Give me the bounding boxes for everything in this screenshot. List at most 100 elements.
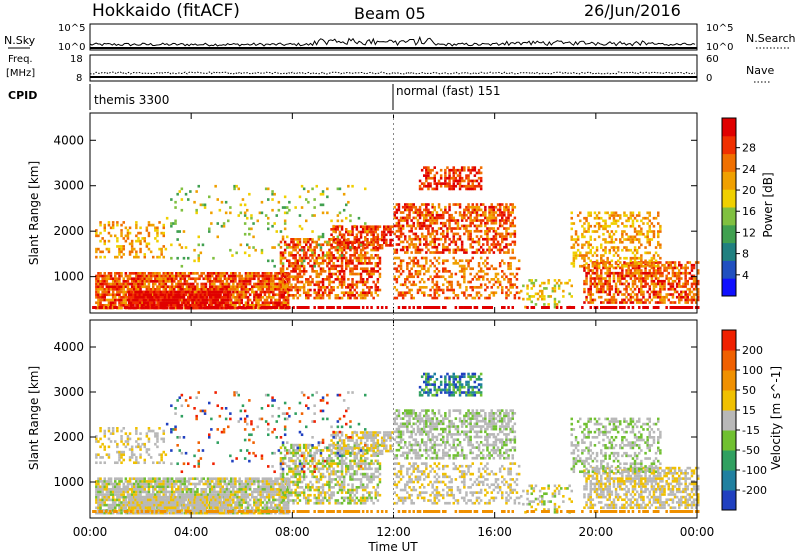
power-cell	[199, 296, 203, 299]
power-cell	[473, 219, 477, 222]
power-cell	[509, 286, 512, 289]
power-cell	[111, 285, 115, 289]
power-cell	[623, 224, 626, 228]
power-cell	[682, 285, 685, 288]
power-cell	[189, 277, 193, 281]
power-cell	[173, 280, 176, 283]
power-cell	[349, 267, 352, 271]
power-cell	[460, 166, 464, 169]
power-cell	[479, 176, 483, 180]
power-cell	[185, 288, 189, 291]
power-cell	[469, 224, 472, 228]
power-cell	[397, 294, 401, 297]
power-cell	[223, 290, 227, 294]
power-cell	[165, 216, 169, 220]
power-cell	[197, 184, 201, 188]
power-cell	[625, 274, 628, 278]
power-cell	[501, 213, 504, 217]
power-cell	[604, 219, 607, 223]
power-cell	[288, 208, 291, 212]
power-cell	[174, 222, 177, 225]
power-cell	[296, 275, 300, 279]
power-cell	[178, 230, 182, 233]
power-cell	[298, 272, 302, 276]
power-cell	[460, 176, 464, 180]
power-cell	[410, 237, 413, 241]
power-cell	[614, 211, 618, 215]
power-cell	[505, 216, 508, 220]
power-cell	[176, 296, 179, 299]
power-cell	[118, 247, 121, 251]
power-cell	[107, 298, 111, 302]
velocity-cell	[99, 493, 102, 496]
power-cell	[366, 230, 369, 233]
power-cell	[229, 274, 233, 278]
power-cell	[395, 229, 399, 233]
power-cell	[231, 306, 234, 309]
power-cell	[263, 282, 267, 286]
power-cell	[401, 232, 405, 236]
nsky-line	[89, 35, 696, 47]
power-cell	[163, 290, 167, 294]
power-cell	[355, 233, 359, 237]
power-cell	[492, 219, 496, 222]
velocity-cell	[118, 482, 121, 486]
power-cell	[321, 286, 325, 289]
power-cell	[471, 221, 475, 225]
power-cell	[507, 248, 510, 252]
power-cell	[97, 296, 100, 299]
velocity-cell	[109, 503, 113, 507]
power-cell	[452, 203, 456, 206]
power-cell	[629, 261, 633, 264]
power-cell	[648, 251, 652, 255]
power-cell	[399, 272, 403, 276]
power-cell	[347, 264, 350, 268]
power-cell	[669, 263, 673, 267]
power-cell	[192, 282, 195, 286]
power-cell	[111, 223, 115, 227]
power-cell	[265, 290, 269, 294]
power-cell	[153, 298, 156, 302]
power-cell	[267, 290, 271, 294]
power-cell	[283, 222, 287, 225]
power-cell	[425, 213, 428, 217]
power-cell	[401, 227, 405, 230]
power-cell	[456, 283, 460, 287]
power-cell	[174, 301, 177, 305]
power-cell	[319, 270, 323, 273]
power-cell	[257, 296, 260, 299]
power-cell	[321, 262, 325, 265]
power-cell	[408, 272, 411, 276]
power-cell	[602, 238, 605, 241]
power-cell	[307, 262, 310, 265]
power-cell	[317, 238, 321, 241]
power-cell	[187, 285, 191, 289]
power-cell	[334, 267, 338, 271]
power-cell	[330, 280, 333, 284]
power-cell	[435, 232, 439, 236]
power-cell	[652, 230, 656, 233]
power-cell	[585, 219, 588, 223]
power-cell	[688, 290, 692, 294]
power-cell	[143, 255, 147, 259]
power-cell	[621, 282, 624, 286]
power-cell	[240, 296, 244, 299]
power-cell	[165, 290, 169, 294]
power-cell	[659, 227, 662, 231]
power-cell	[463, 232, 466, 236]
power-cell	[448, 224, 451, 228]
power-cell	[234, 296, 237, 299]
power-cell	[353, 241, 357, 245]
power-cell	[338, 241, 342, 245]
power-cell	[572, 256, 576, 260]
power-cell	[370, 286, 373, 289]
power-cell	[170, 290, 173, 294]
power-cell	[496, 286, 500, 289]
power-cell	[229, 272, 233, 275]
velocity-cell	[101, 501, 104, 504]
power-cell	[349, 246, 352, 249]
power-cell	[444, 205, 447, 209]
power-cell	[232, 280, 235, 283]
power-cell	[385, 228, 388, 231]
power-cell	[635, 262, 639, 265]
